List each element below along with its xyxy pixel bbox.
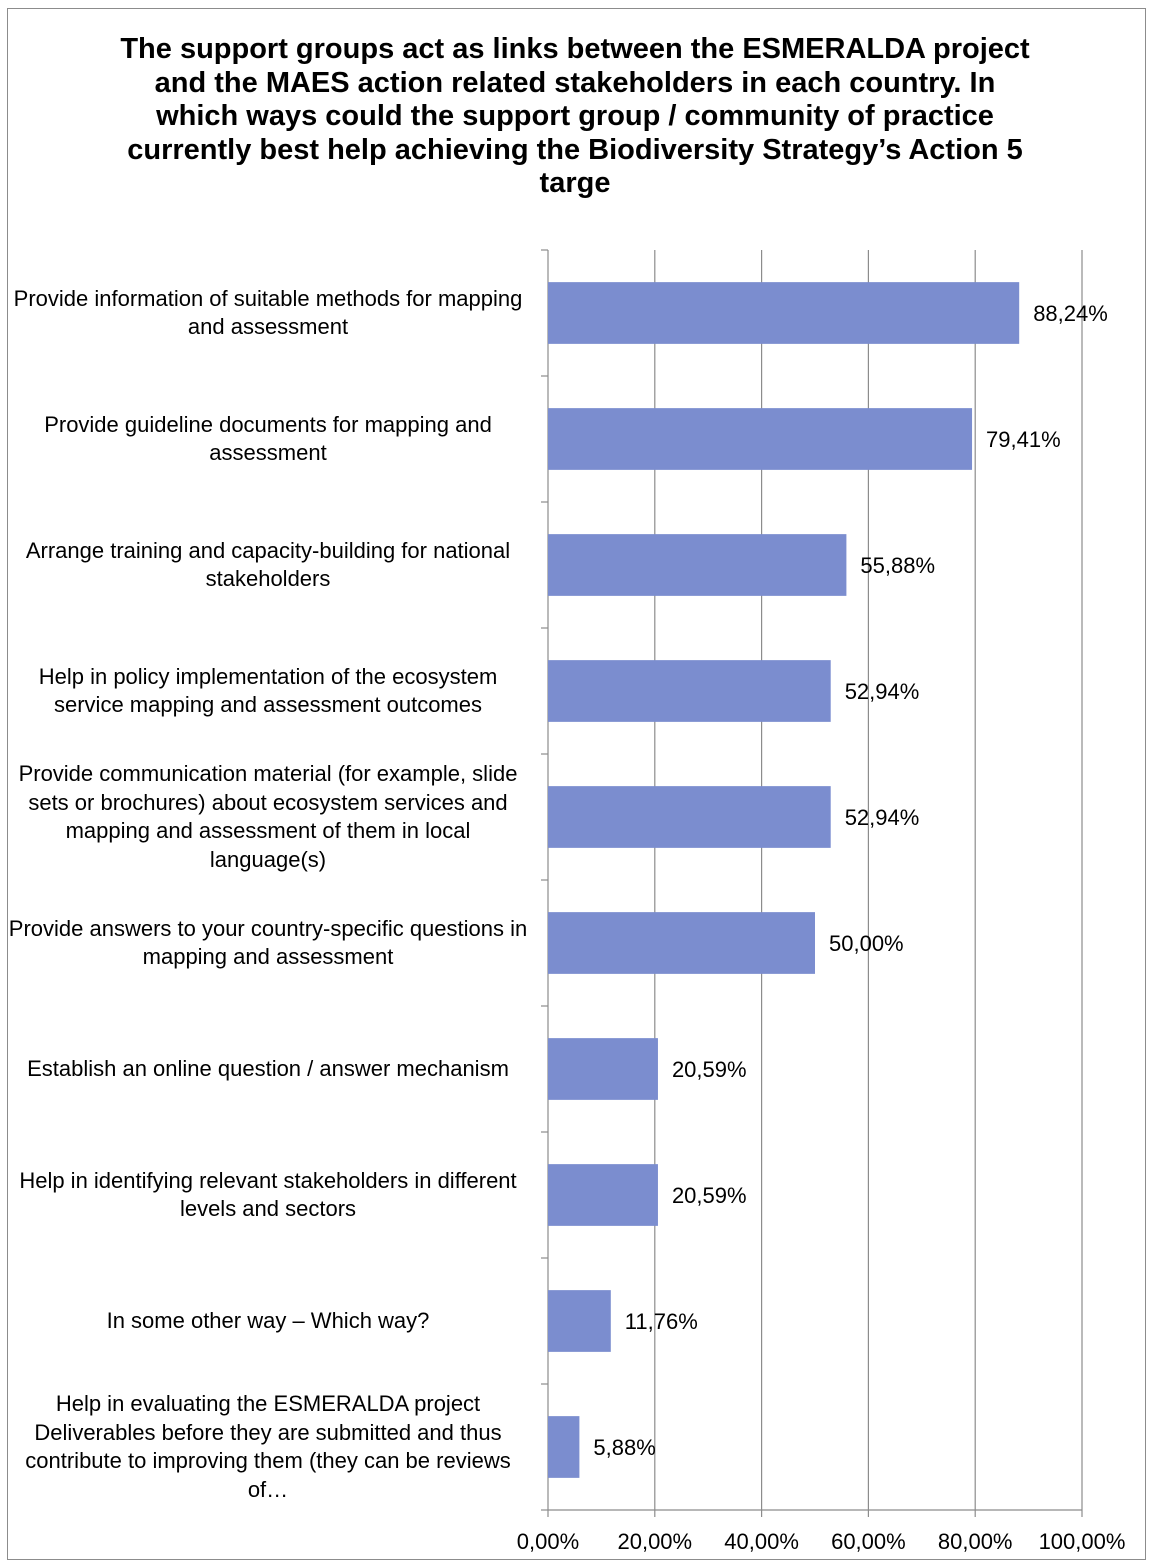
category-label: In some other way – Which way? <box>106 1307 430 1333</box>
data-label: 79,41% <box>986 427 1061 452</box>
data-label: 20,59% <box>672 1183 747 1208</box>
data-label: 55,88% <box>860 553 935 578</box>
bar <box>548 534 847 596</box>
category-label: Provide information of suitable methods … <box>13 285 523 340</box>
bar <box>548 1038 658 1100</box>
chart-frame <box>7 8 1146 1560</box>
data-label: 20,59% <box>672 1057 747 1082</box>
x-tick-label: 100,00% <box>1039 1529 1126 1554</box>
data-label: 52,94% <box>845 679 920 704</box>
bar <box>548 1290 611 1352</box>
x-tick-label: 40,00% <box>724 1529 799 1554</box>
bar <box>548 786 831 848</box>
data-label: 11,76% <box>625 1309 698 1334</box>
data-label: 88,24% <box>1033 301 1108 326</box>
bar <box>548 1164 658 1226</box>
x-tick-label: 60,00% <box>831 1529 906 1554</box>
bar <box>548 660 831 722</box>
bar <box>548 408 973 470</box>
category-label: Arrange training and capacity-building f… <box>25 537 511 592</box>
chart-title: The support groups act as links between … <box>120 33 1030 199</box>
x-tick-label: 20,00% <box>617 1529 692 1554</box>
data-label: 52,94% <box>845 805 920 830</box>
data-label: 5,88% <box>593 1435 655 1460</box>
category-label: Provide answers to your country-specific… <box>8 915 528 970</box>
category-label: Provide communication material (for exam… <box>18 761 518 872</box>
category-label: Establish an online question / answer me… <box>27 1055 509 1081</box>
x-tick-label: 0,00% <box>517 1529 579 1554</box>
bar <box>548 912 815 974</box>
category-label: Help in policy implementation of the eco… <box>38 663 498 718</box>
bar <box>548 1416 580 1478</box>
category-label: Provide guideline documents for mapping … <box>44 411 492 466</box>
category-label: Help in evaluating the ESMERALDA project… <box>25 1391 511 1502</box>
category-label: Help in identifying relevant stakeholder… <box>19 1167 517 1222</box>
x-tick-label: 80,00% <box>938 1529 1013 1554</box>
data-label: 50,00% <box>829 931 904 956</box>
bar <box>548 282 1020 344</box>
